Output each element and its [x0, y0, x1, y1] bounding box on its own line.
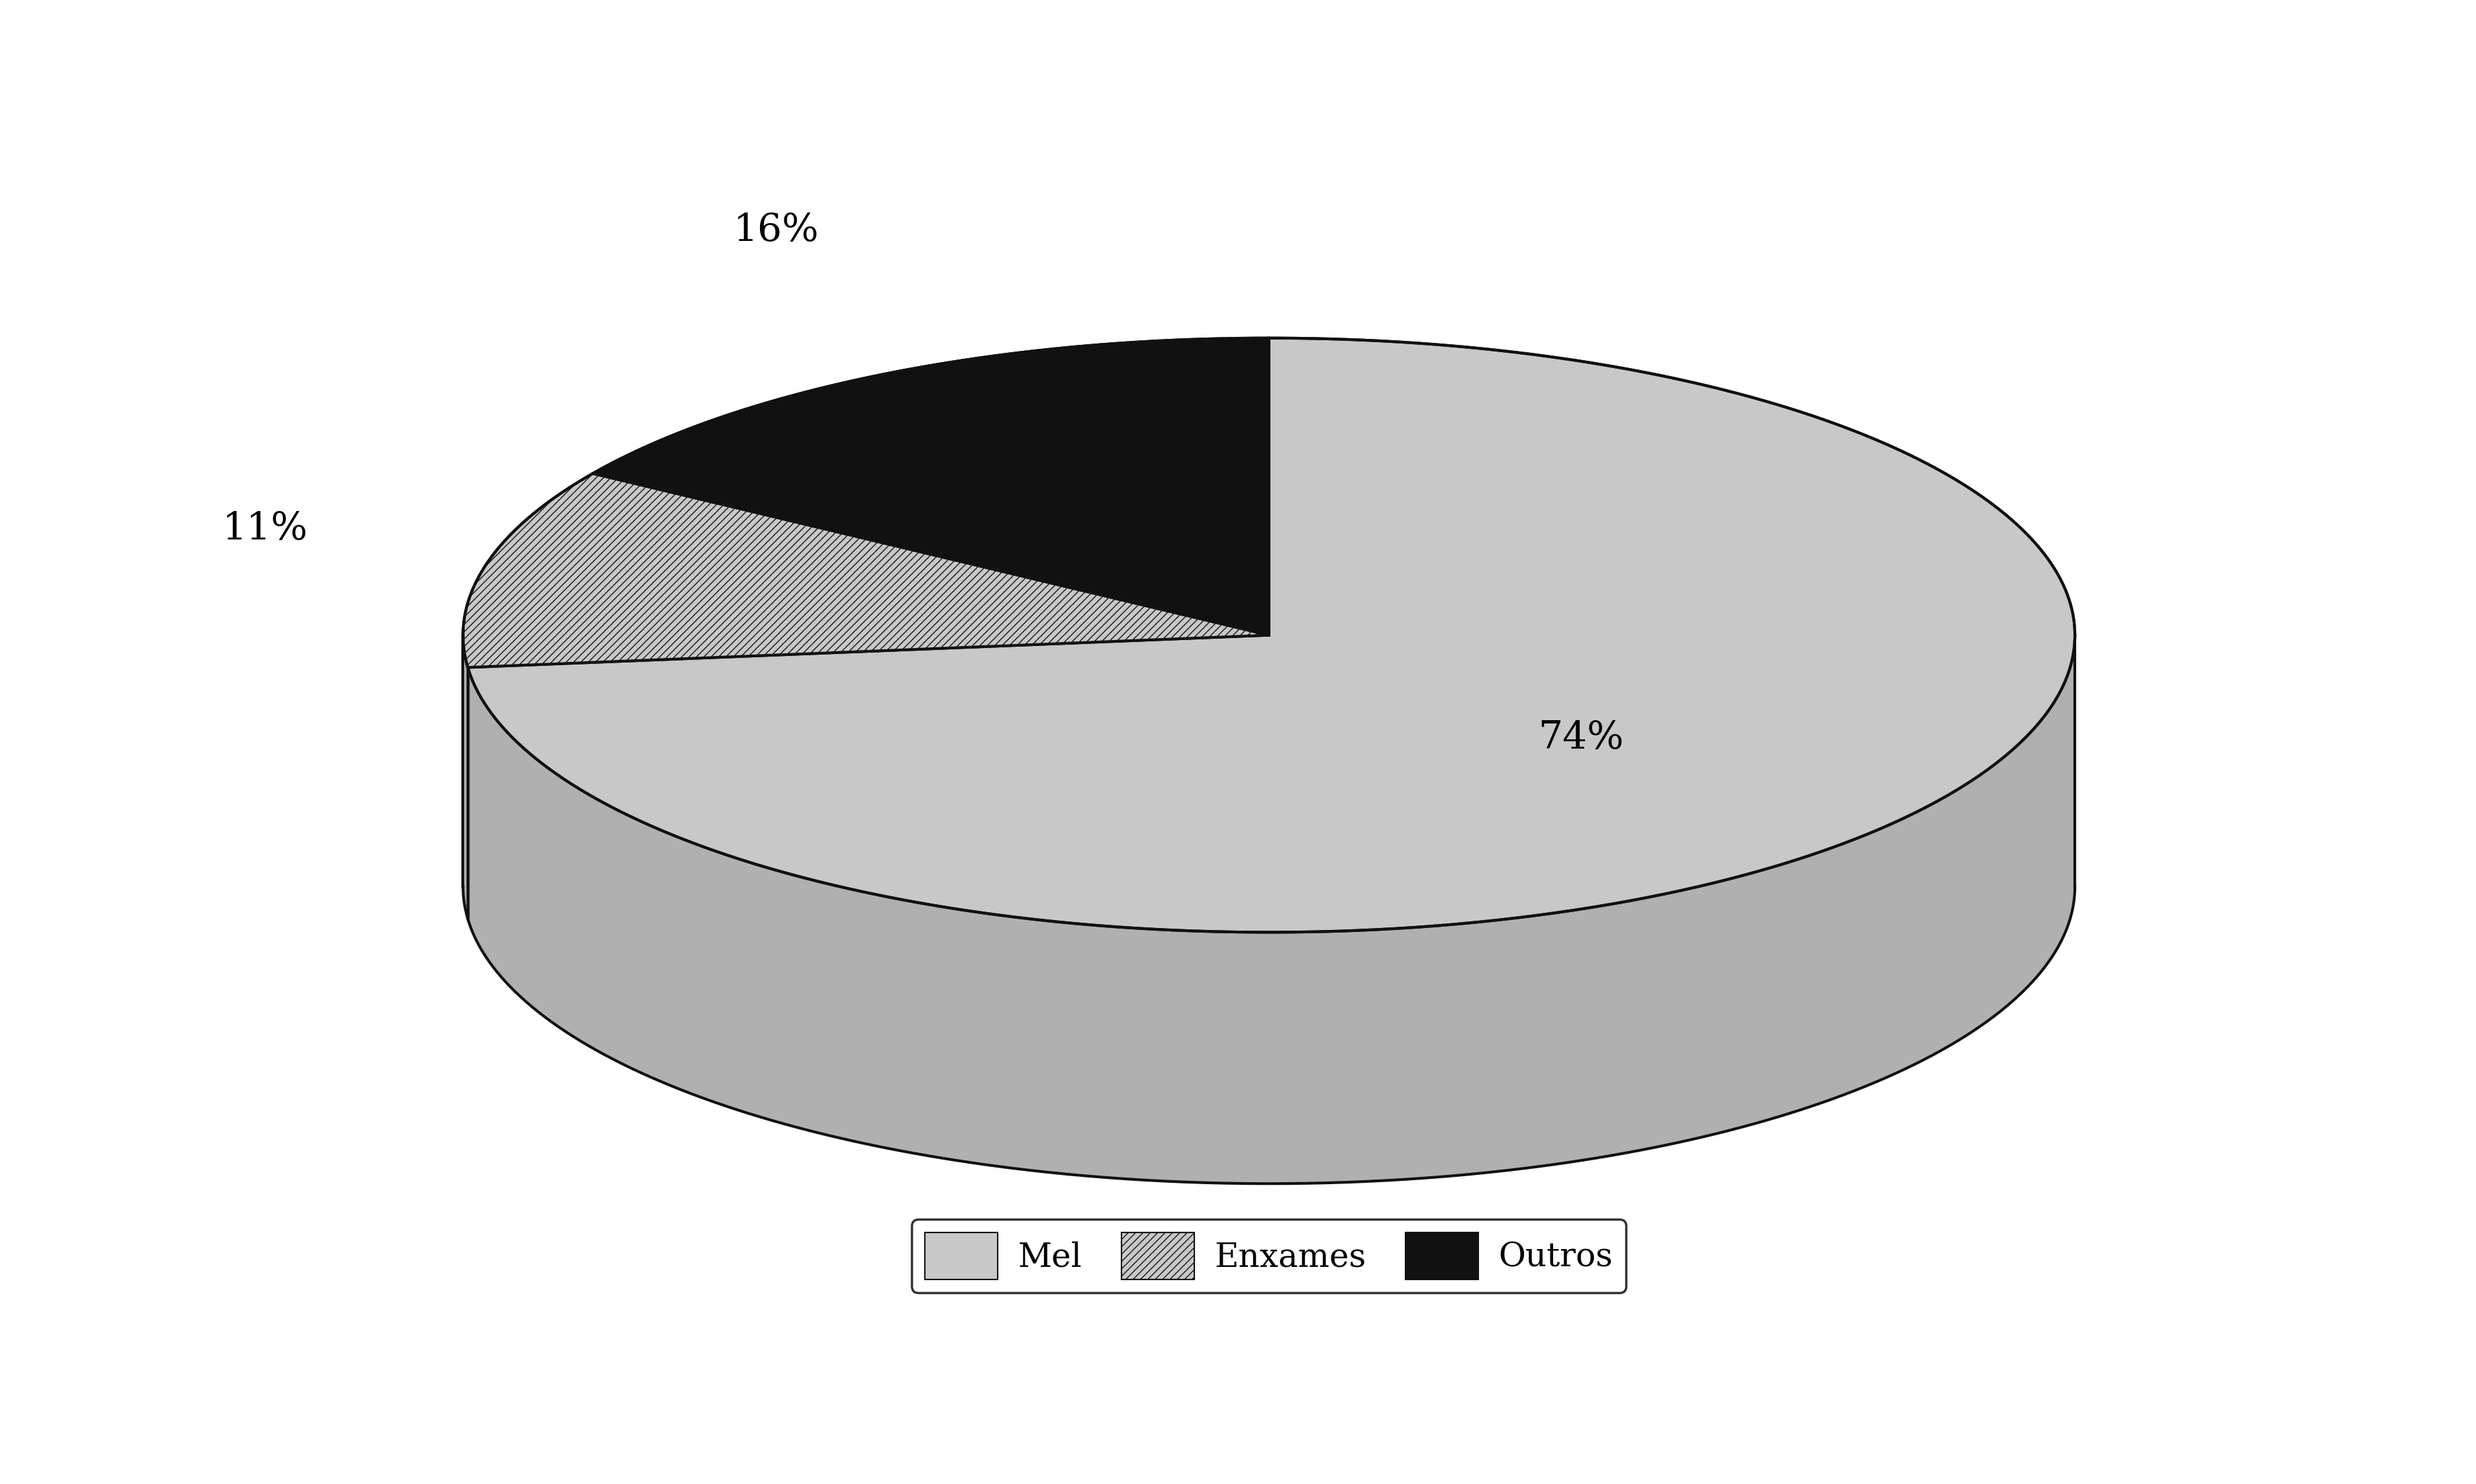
- Polygon shape: [468, 632, 2075, 1184]
- Polygon shape: [592, 338, 1270, 635]
- Polygon shape: [468, 338, 2075, 932]
- Text: 11%: 11%: [223, 510, 307, 548]
- Polygon shape: [463, 473, 1270, 668]
- Text: 74%: 74%: [1538, 720, 1624, 757]
- Polygon shape: [463, 635, 2075, 1184]
- Polygon shape: [463, 589, 2075, 1184]
- Legend: Mel, Enxames, Outros: Mel, Enxames, Outros: [911, 1220, 1627, 1293]
- Text: 16%: 16%: [733, 212, 820, 249]
- Polygon shape: [463, 632, 468, 919]
